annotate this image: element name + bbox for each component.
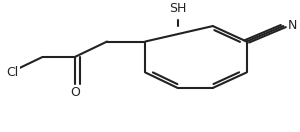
- Text: O: O: [70, 86, 80, 99]
- Text: N: N: [288, 19, 297, 32]
- Text: SH: SH: [169, 2, 186, 15]
- Text: Cl: Cl: [7, 66, 19, 79]
